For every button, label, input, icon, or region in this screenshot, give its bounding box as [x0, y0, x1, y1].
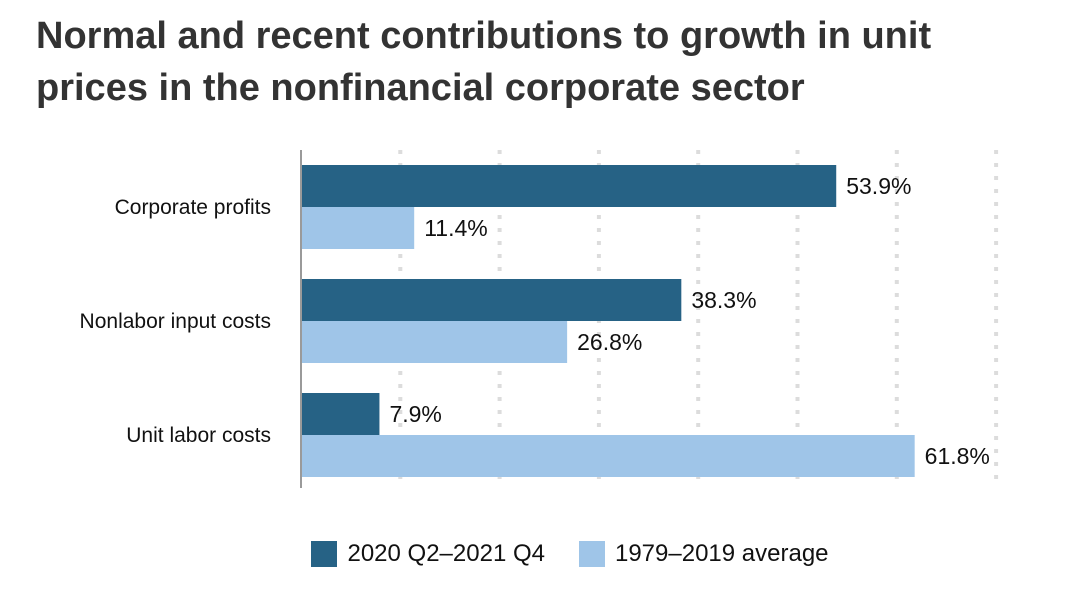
category-labels: Corporate profits Nonlabor input costs Uni…: [80, 196, 271, 447]
value-labels: 53.9% 11.4% 38.3% 26.8% 7.9% 61.8%: [389, 173, 989, 469]
legend-label-recent: 2020 Q2–2021 Q4: [347, 540, 545, 567]
legend: 2020 Q2–2021 Q4 1979–2019 average: [0, 540, 1080, 568]
bar: [301, 279, 682, 321]
category-label: Corporate profits: [115, 196, 271, 219]
data-label: 38.3%: [691, 287, 756, 313]
category-label: Nonlabor input costs: [80, 310, 271, 333]
category-label: Unit labor costs: [126, 424, 271, 447]
legend-label-average: 1979–2019 average: [614, 540, 829, 567]
data-label: 26.8%: [577, 329, 642, 355]
bars: [301, 165, 915, 477]
data-label: 7.9%: [389, 401, 441, 427]
data-label: 53.9%: [846, 173, 911, 199]
data-label: 11.4%: [424, 215, 488, 241]
bar: [301, 165, 837, 207]
bar: [301, 435, 915, 477]
bar: [301, 207, 415, 249]
legend-swatch-average: [578, 541, 605, 567]
legend-item-average: 1979–2019 average: [578, 540, 829, 568]
chart-title: Normal and recent contributions to growt…: [36, 15, 932, 109]
data-label: 61.8%: [925, 443, 990, 469]
legend-item-recent: 2020 Q2–2021 Q4: [311, 540, 545, 568]
bar: [301, 321, 568, 363]
bar: [301, 393, 380, 435]
legend-swatch-recent: [311, 541, 338, 567]
